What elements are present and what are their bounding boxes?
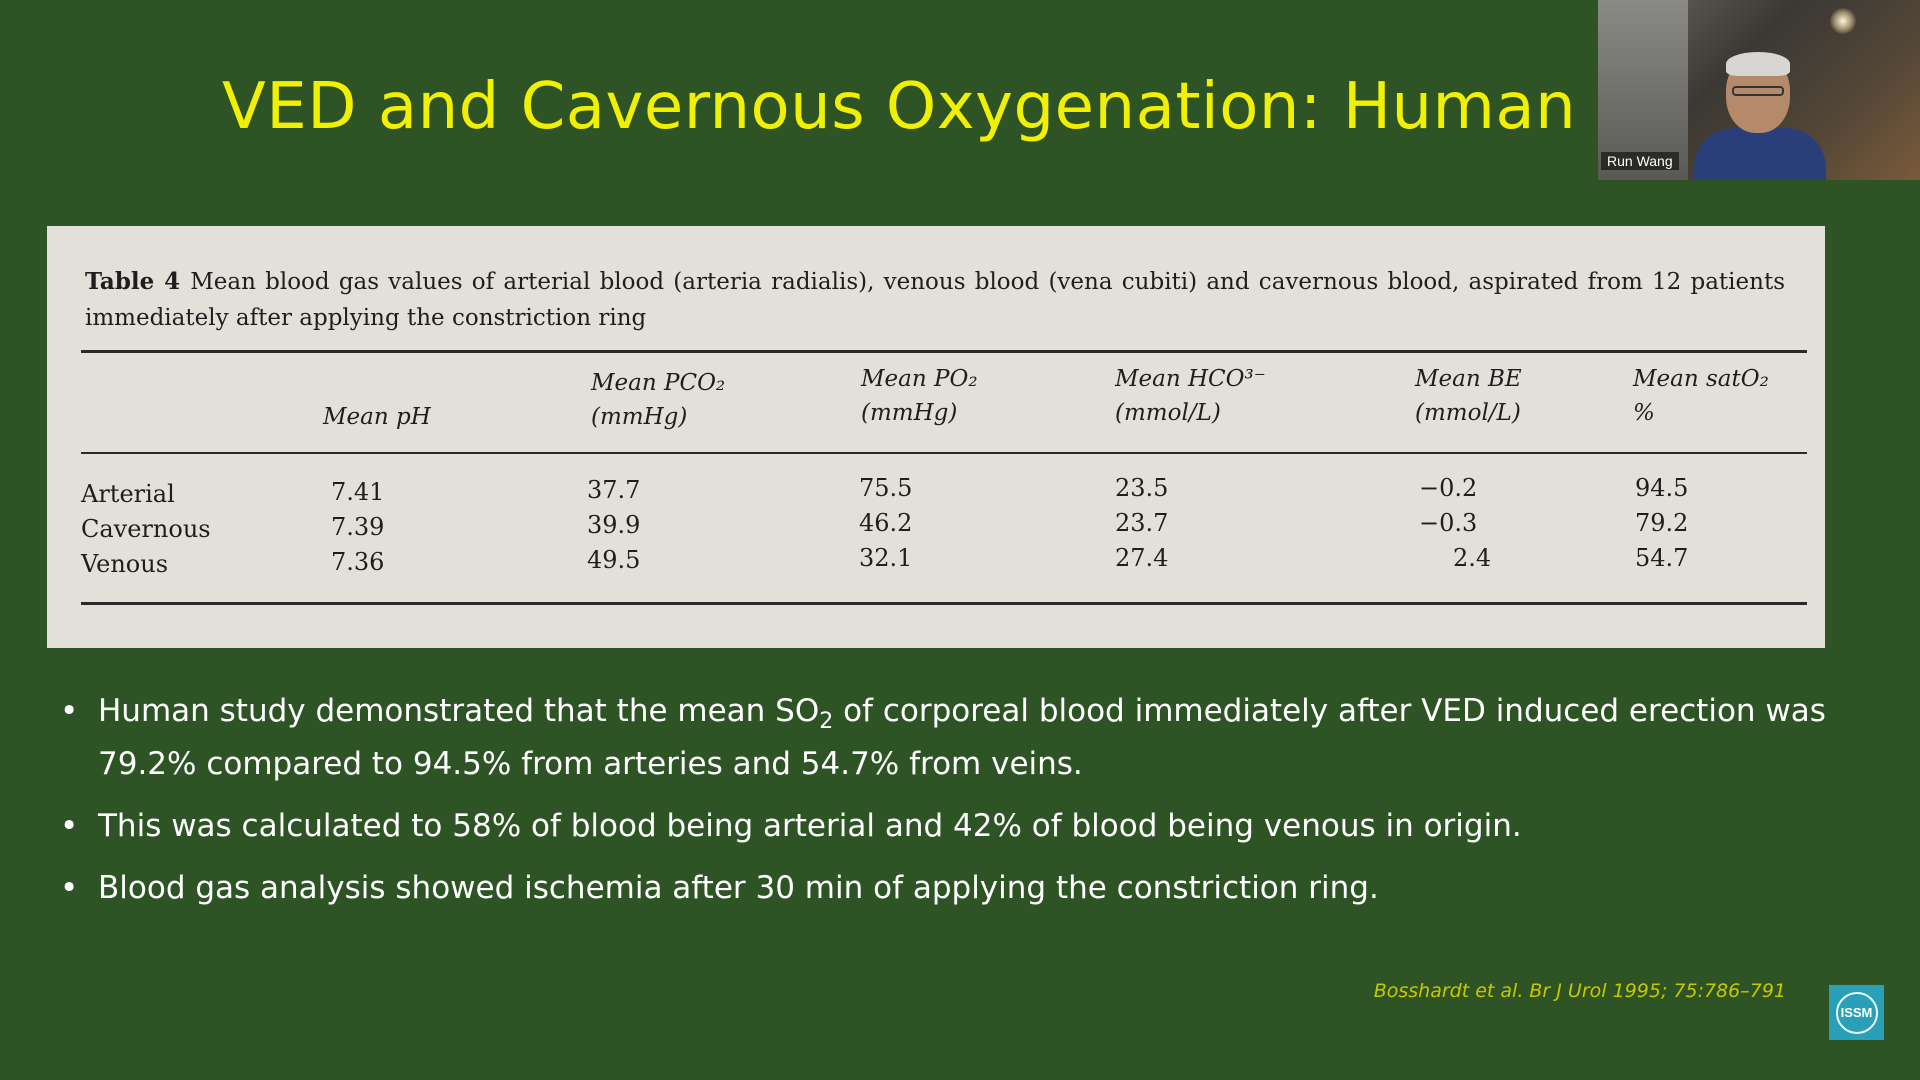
bullet-text: Blood gas analysis showed ischemia after… [98, 870, 1379, 907]
bullet-item: • This was calculated to 58% of blood be… [60, 805, 1860, 848]
table-cell: 94.5 [1635, 474, 1689, 502]
column-header-ph: Mean pH [323, 366, 431, 434]
bullet-dot: • [60, 808, 79, 845]
participant-video[interactable]: Run Wang [1598, 0, 1920, 180]
table-bottom-rule [81, 602, 1807, 605]
column-header-line2: (mmHg) [861, 400, 958, 426]
column-header-line2: (mmol/L) [1115, 400, 1221, 426]
table-cell: 7.36 [331, 548, 385, 576]
table-cell: 39.9 [587, 511, 641, 539]
bullet-subscript: 2 [819, 709, 834, 735]
table-top-rule [81, 350, 1807, 353]
citation: Bosshardt et al. Br J Urol 1995; 75:786–… [1373, 980, 1786, 1002]
column-header-line2: (mmHg) [591, 404, 688, 430]
column-header-pco2: Mean PCO₂ (mmHg) [591, 366, 725, 434]
row-label-arterial: Arterial [81, 480, 175, 508]
table-cell: 75.5 [859, 474, 913, 502]
table-header-rule [81, 452, 1807, 454]
row-label-venous: Venous [81, 550, 169, 578]
bullet-text: This was calculated to 58% of blood bein… [98, 808, 1522, 845]
column-header-line1: Mean PO₂ [861, 366, 978, 392]
table-cell: 7.41 [331, 478, 385, 506]
column-header-line1 [323, 366, 431, 400]
table-cell: 23.7 [1115, 509, 1169, 537]
table-cell: 2.4 [1453, 544, 1492, 572]
table-cell: 46.2 [859, 509, 913, 537]
table-cell: 32.1 [859, 544, 913, 572]
column-header-line1: Mean BE [1415, 366, 1522, 392]
bullet-item: • Blood gas analysis showed ischemia aft… [60, 867, 1860, 910]
video-background-wall [1598, 0, 1688, 180]
table-cell: 27.4 [1115, 544, 1169, 572]
table-label: Table 4 [85, 268, 181, 295]
table-caption-text: Mean blood gas values of arterial blood … [85, 269, 1786, 331]
issm-logo: ISSM [1829, 985, 1884, 1040]
bullet-dot: • [60, 693, 79, 729]
column-header-sato2: Mean satO₂ % [1633, 362, 1769, 430]
column-header-line1: Mean HCO³⁻ [1115, 366, 1266, 392]
participant-glasses [1732, 86, 1784, 96]
column-header-line2: % [1633, 400, 1655, 426]
table-cell: 79.2 [1635, 509, 1689, 537]
bullet-list: • Human study demonstrated that the mean… [60, 690, 1860, 929]
table-cell: 54.7 [1635, 544, 1689, 572]
bullet-text: Human study demonstrated that the mean S… [98, 693, 820, 729]
table-cell: 23.5 [1115, 474, 1169, 502]
table-cell: 7.39 [331, 513, 385, 541]
column-header-be: Mean BE (mmol/L) [1415, 362, 1522, 430]
table-cell: 49.5 [587, 546, 641, 574]
participant-name-tag: Run Wang [1601, 152, 1679, 170]
table-cell: −0.2 [1419, 474, 1478, 502]
column-header-line2: (mmol/L) [1415, 400, 1521, 426]
column-header-line2: Mean pH [323, 404, 431, 430]
table-figure: Table 4 Mean blood gas values of arterial… [47, 226, 1825, 648]
participant-body [1694, 128, 1826, 180]
bullet-item: • Human study demonstrated that the mean… [60, 690, 1860, 786]
table-cell: 37.7 [587, 476, 641, 504]
column-header-line1: Mean satO₂ [1633, 366, 1769, 392]
table-cell: −0.3 [1419, 509, 1478, 537]
bullet-text-continued: of corporeal blood immediately after VED… [98, 693, 1826, 783]
logo-emblem: ISSM [1835, 991, 1878, 1034]
column-header-po2: Mean PO₂ (mmHg) [861, 362, 978, 430]
column-header-hco3: Mean HCO³⁻ (mmol/L) [1115, 362, 1266, 430]
video-ceiling-light [1830, 8, 1856, 34]
slide-title: VED and Cavernous Oxygenation: Human Stu… [222, 70, 1785, 144]
table-caption: Table 4 Mean blood gas values of arterial… [85, 264, 1785, 336]
row-label-cavernous: Cavernous [81, 515, 211, 543]
bullet-dot: • [60, 870, 79, 907]
column-header-line1: Mean PCO₂ [591, 370, 726, 396]
participant-hair [1726, 52, 1790, 76]
